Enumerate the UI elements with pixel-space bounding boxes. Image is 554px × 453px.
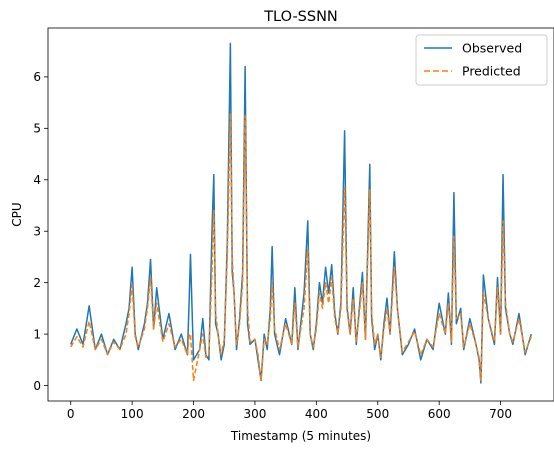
y-tick-label: 5 <box>33 122 41 136</box>
y-tick-label: 6 <box>33 70 41 84</box>
legend-label-predicted: Predicted <box>462 64 521 79</box>
legend: Observed Predicted <box>416 35 547 85</box>
y-axis-label: CPU <box>10 202 24 226</box>
x-tick-label: 0 <box>67 407 75 421</box>
x-tick-label: 600 <box>428 407 451 421</box>
series-line-predicted <box>71 113 532 381</box>
y-tick-label: 3 <box>33 224 41 238</box>
x-tick-label: 700 <box>489 407 512 421</box>
x-tick-label: 100 <box>121 407 144 421</box>
legend-label-observed: Observed <box>462 41 522 56</box>
x-axis: 0 100 200 300 400 500 600 700 <box>67 401 512 421</box>
chart-title: TLO-SSNN <box>263 9 338 25</box>
x-tick-label: 300 <box>243 407 266 421</box>
y-tick-label: 0 <box>33 379 41 393</box>
plot-area <box>71 43 532 383</box>
x-tick-label: 200 <box>182 407 205 421</box>
y-axis: 0 1 2 3 4 5 6 <box>33 70 48 393</box>
y-tick-label: 2 <box>33 276 41 290</box>
series-layer <box>71 43 532 383</box>
x-axis-label: Timestamp (5 minutes) <box>230 429 371 443</box>
x-tick-label: 500 <box>366 407 389 421</box>
y-tick-label: 1 <box>33 327 41 341</box>
x-tick-label: 400 <box>305 407 328 421</box>
y-tick-label: 4 <box>33 173 41 187</box>
